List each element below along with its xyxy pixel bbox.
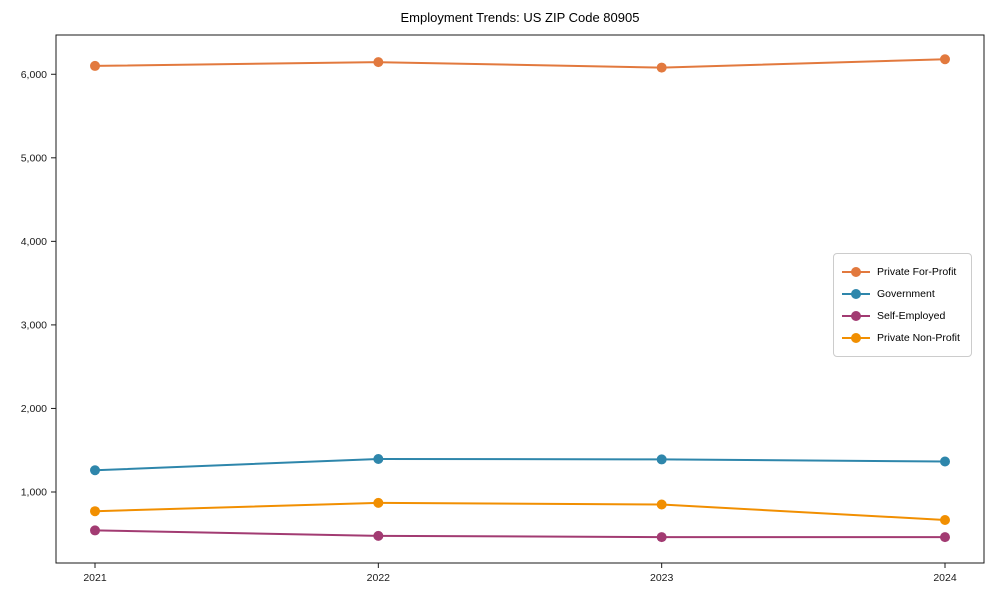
series-marker-private-non-profit (90, 506, 100, 517)
y-tick-label: 5,000 (21, 152, 47, 164)
series-marker-self-employed (940, 532, 950, 543)
series-marker-government (656, 454, 667, 465)
legend-label: Private Non-Profit (877, 332, 960, 344)
x-tick-label: 2024 (933, 572, 957, 584)
series-marker-private-for-profit (90, 60, 100, 71)
line-marker-icon (842, 289, 870, 299)
series-marker-private-non-profit (656, 499, 667, 510)
legend-item-private-for-profit: Private For-Profit (842, 261, 963, 283)
series-marker-government (90, 465, 100, 476)
x-tick-label: 2023 (650, 572, 674, 584)
y-tick-label: 4,000 (21, 236, 47, 248)
x-tick-label: 2021 (83, 572, 107, 584)
legend-label: Government (877, 288, 935, 300)
x-tick-label: 2022 (367, 572, 391, 584)
y-tick-label: 3,000 (21, 319, 47, 331)
plot-border (55, 34, 985, 564)
series-line-self-employed (94, 529, 946, 539)
chart-title: Employment Trends: US ZIP Code 80905 (400, 10, 640, 25)
legend: Private For-Profit Government Self-Emplo… (833, 253, 972, 357)
series-marker-private-for-profit (373, 57, 384, 68)
y-tick-label: 2,000 (21, 403, 47, 415)
legend-label: Private For-Profit (877, 266, 957, 278)
line-marker-icon (842, 311, 870, 321)
series-line-government (94, 457, 946, 472)
series-marker-private-non-profit (940, 514, 950, 525)
legend-label: Self-Employed (877, 310, 946, 322)
y-tick-label: 1,000 (21, 486, 47, 498)
y-tick-label: 6,000 (21, 69, 47, 81)
series-marker-government (940, 456, 950, 467)
line-marker-icon (842, 333, 870, 343)
legend-item-private-non-profit: Private Non-Profit (842, 327, 963, 349)
series-marker-private-for-profit (940, 54, 950, 65)
series-line-private-non-profit (94, 501, 946, 521)
line-marker-icon (842, 267, 870, 277)
series-marker-self-employed (373, 530, 384, 541)
legend-item-government: Government (842, 283, 963, 305)
legend-item-self-employed: Self-Employed (842, 305, 963, 327)
series-marker-private-non-profit (373, 497, 384, 508)
series-marker-self-employed (90, 525, 100, 536)
series-marker-private-for-profit (656, 62, 667, 73)
series-marker-government (373, 453, 384, 464)
series-line-private-for-profit (94, 58, 946, 69)
series-marker-self-employed (656, 532, 667, 543)
